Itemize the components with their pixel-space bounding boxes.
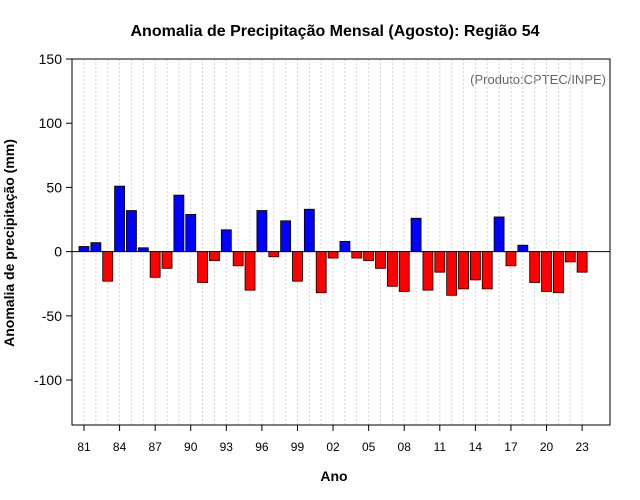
bar-2017	[505, 251, 517, 267]
bar-2021	[553, 251, 564, 294]
bar-1992	[209, 251, 220, 262]
x-axis: 81 84 87 90 93 96 99 02 05 08 11 14 17 20 23	[77, 425, 589, 454]
bar-1988	[161, 251, 173, 269]
bar-2002	[327, 251, 339, 259]
bar-2003	[339, 240, 351, 253]
bar-2005	[363, 251, 375, 262]
y-tick-label: -100	[34, 372, 62, 388]
bar-1994	[232, 251, 244, 267]
chart-title: Anomalia de Precipitação Mensal (Agosto)…	[131, 23, 540, 40]
gridlines	[83, 59, 583, 425]
x-tick-label: 05	[362, 440, 376, 454]
bar-2010	[422, 251, 434, 291]
bar-2014	[469, 251, 481, 281]
x-tick-label: 96	[255, 440, 269, 454]
y-tick-label: 0	[54, 244, 62, 260]
bar-1986	[137, 247, 149, 253]
y-tick-label: -50	[42, 308, 62, 324]
bar-2016	[493, 216, 505, 253]
x-tick-label: 84	[113, 440, 127, 454]
bar-2013	[458, 251, 469, 290]
y-axis: -100 -50 0 50 100 150	[34, 51, 72, 388]
bar-2006	[375, 251, 386, 269]
bar-2004	[351, 251, 363, 259]
y-tick-label: 100	[39, 115, 63, 131]
bar-2001	[315, 251, 327, 294]
source-annotation: (Produto:CPTEC/INPE)	[470, 72, 606, 87]
x-tick-label: 81	[77, 440, 91, 454]
bar-1983	[102, 251, 114, 282]
x-tick-label: 93	[220, 440, 234, 454]
bar-1996	[256, 210, 268, 253]
x-tick-label: 23	[575, 440, 589, 454]
bar-1997	[268, 251, 280, 258]
bar-2011	[434, 251, 446, 273]
bar-1998	[280, 220, 292, 253]
x-tick-label: 14	[469, 440, 483, 454]
x-tick-label: 08	[398, 440, 412, 454]
bar-2007	[386, 251, 398, 287]
y-tick-label: 50	[46, 179, 62, 195]
bar-2008	[398, 251, 410, 292]
bar-1995	[244, 251, 256, 291]
bar-2023	[576, 251, 588, 273]
x-tick-label: 90	[184, 440, 198, 454]
plot-frame	[71, 58, 611, 426]
bar-2012	[446, 251, 458, 296]
bar-2000	[303, 208, 315, 253]
bars	[78, 185, 588, 296]
x-tick-label: 20	[540, 440, 554, 454]
x-tick-label: 11	[434, 440, 447, 454]
bar-1990	[185, 213, 197, 253]
bar-1999	[292, 251, 303, 282]
bar-2018	[517, 244, 529, 253]
x-tick-label: 17	[504, 440, 518, 454]
bar-2015	[481, 251, 493, 290]
y-axis-label: Anomalia de precipitação (mm)	[1, 139, 17, 347]
bar-2022	[564, 251, 576, 263]
bar-1982	[90, 242, 102, 253]
x-tick-label: 87	[148, 440, 162, 454]
x-tick-label: 02	[326, 440, 340, 454]
bar-1984	[114, 185, 125, 253]
x-tick-label: 99	[291, 440, 305, 454]
bar-2019	[529, 251, 541, 283]
bar-1991	[197, 251, 209, 283]
bar-2020	[541, 251, 552, 292]
y-tick-label: 150	[39, 51, 63, 67]
bar-1993	[220, 229, 232, 253]
x-axis-label: Ano	[320, 468, 347, 484]
bar-1981	[78, 246, 90, 253]
bar-2009	[410, 217, 422, 253]
bar-1985	[126, 210, 137, 253]
bar-1987	[149, 251, 161, 278]
bar-1989	[173, 194, 185, 253]
